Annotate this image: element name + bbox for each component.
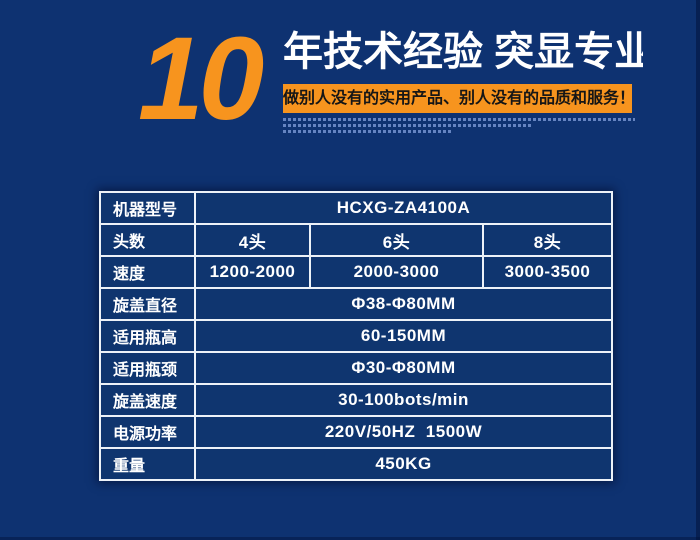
table-row-weight: 重量 450KG	[99, 447, 614, 481]
fine-print	[283, 118, 635, 136]
fine-print-line	[283, 130, 451, 133]
spec-label: 速度	[99, 255, 196, 289]
table-row-power: 电源功率 220V/50HZ 1500W	[99, 415, 614, 449]
page-edge-shade-right	[696, 0, 700, 540]
table-row-speed: 速度 1200-2000 2000-3000 3000-3500	[99, 255, 614, 289]
table-row-heads: 头数 4头 6头 8头	[99, 223, 614, 257]
spec-label: 适用瓶高	[99, 319, 196, 353]
spec-value: 220V/50HZ 1500W	[193, 415, 614, 449]
spec-value: 2000-3000	[309, 255, 484, 289]
spec-label: 电源功率	[99, 415, 196, 449]
spec-label: 重量	[99, 447, 196, 481]
spec-value: 450KG	[193, 447, 614, 481]
years-number: 10	[138, 13, 264, 145]
spec-label: 适用瓶颈	[99, 351, 196, 385]
spec-value: 30-100bots/min	[193, 383, 614, 417]
spec-value: HCXG-ZA4100A	[193, 191, 614, 225]
spec-value: Φ30-Φ80MM	[193, 351, 614, 385]
spec-value: 3000-3500	[481, 255, 614, 289]
spec-value: 6头	[309, 223, 484, 257]
fine-print-line	[283, 118, 635, 121]
spec-value: Φ38-Φ80MM	[193, 287, 614, 321]
fine-print-line	[283, 124, 531, 127]
table-row-capping-speed: 旋盖速度 30-100bots/min	[99, 383, 614, 417]
spec-label: 旋盖速度	[99, 383, 196, 417]
page-edge-shade-bottom	[0, 537, 700, 540]
promo-banner: 做别人没有的实用产品、别人没有的品质和服务！	[283, 84, 632, 113]
table-row-bottle-height: 适用瓶高 60-150MM	[99, 319, 614, 353]
table-row-model: 机器型号 HCXG-ZA4100A	[99, 191, 614, 225]
spec-value: 4头	[194, 223, 311, 257]
spec-value: 60-150MM	[193, 319, 614, 353]
spec-value: 8头	[481, 223, 614, 257]
promo-banner-text: 做别人没有的实用产品、别人没有的品质和服务！	[283, 90, 632, 107]
headline: 年技术经验 突显专业	[283, 30, 643, 74]
spec-label: 头数	[99, 223, 196, 257]
spec-label: 机器型号	[99, 191, 196, 225]
spec-value: 1200-2000	[194, 255, 311, 289]
table-row-cap-diameter: 旋盖直径 Φ38-Φ80MM	[99, 287, 614, 321]
table-row-bottle-neck: 适用瓶颈 Φ30-Φ80MM	[99, 351, 614, 385]
spec-table: 机器型号 HCXG-ZA4100A 头数 4头 6头 8头 速度 1200-20…	[99, 191, 614, 481]
spec-label: 旋盖直径	[99, 287, 196, 321]
